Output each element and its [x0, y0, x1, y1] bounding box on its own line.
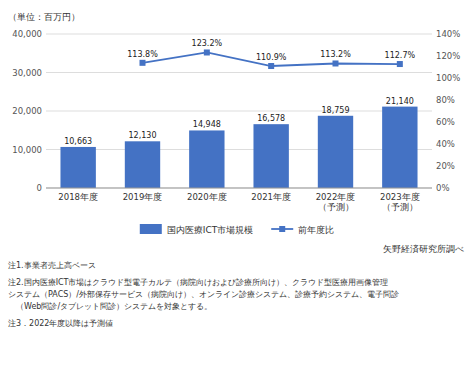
x-axis-line	[46, 188, 432, 189]
background	[0, 0, 474, 378]
bar-label: 14,948	[193, 120, 221, 129]
x-tick-label: 2022年度（予測）	[316, 192, 356, 212]
line-label: 123.2%	[192, 39, 223, 48]
y-tick-label: 30,000	[12, 68, 42, 78]
bar-label: 18,759	[322, 106, 350, 115]
legend-item: 国内医療ICT市場規模	[140, 224, 253, 235]
x-tick-label: 2019年度	[123, 192, 163, 202]
bar	[189, 130, 224, 188]
y-tick-label: 40,000	[12, 29, 42, 39]
note: 注2.国内医療ICT市場はクラウド型電子カルテ（病院向けおよび診療所向け）、クラ…	[8, 278, 399, 311]
data-labels: 10,663 12,130 14,948 16,578 18,759 21,140 113.…	[64, 39, 415, 145]
bar	[318, 116, 353, 188]
line-label: 112.7%	[385, 51, 416, 60]
legend-item: 前年度比	[271, 225, 334, 235]
x-tick-label: 2018年度	[58, 192, 98, 202]
bar-label: 12,130	[129, 131, 157, 140]
marker	[333, 60, 339, 66]
x-tick-label: 2021年度	[251, 192, 291, 202]
grid-line	[46, 34, 432, 35]
bar	[60, 147, 95, 188]
bar-label: 10,663	[64, 137, 92, 146]
bar	[253, 124, 288, 188]
y-tick-label: 0	[37, 183, 42, 193]
y2-tick-label: 120%	[436, 51, 460, 61]
legend-swatch	[140, 224, 162, 234]
grid-line	[46, 149, 432, 150]
grid-line	[46, 111, 432, 112]
y2-tick-label: 140%	[436, 29, 460, 39]
unit-label: （単位：百万円）	[8, 12, 80, 22]
plot-area	[60, 49, 417, 188]
line-label: 113.2%	[320, 50, 351, 59]
line-label: 113.8%	[127, 50, 158, 59]
grid-line	[46, 188, 432, 189]
y2-tick-label: 80%	[436, 95, 455, 105]
y2-tick-label: 0%	[436, 183, 450, 193]
note: 注3．2022年度以降は予測値	[8, 319, 113, 328]
y2-tick-label: 20%	[436, 161, 455, 171]
grid	[46, 34, 432, 188]
x-tick-label: 2023年度（予測）	[380, 192, 420, 212]
chart: （単位：百万円） 0 10,000 20,000 30,000 40,000 0% 20% 40…	[0, 0, 474, 378]
marker	[268, 63, 274, 69]
y2-tick-label: 40%	[436, 139, 455, 149]
legend-label: 国内医療ICT市場規模	[167, 225, 253, 235]
legend: 国内医療ICT市場規模 前年度比	[140, 224, 334, 235]
marker	[397, 61, 403, 67]
marker	[140, 60, 146, 66]
note: 注1.事業者売上高ベース	[8, 261, 96, 270]
legend-label: 前年度比	[298, 225, 334, 235]
line-label: 110.9%	[256, 53, 287, 62]
y-tick-label: 10,000	[12, 145, 42, 155]
x-tick-label: 2020年度	[187, 192, 227, 202]
y2-tick-label: 60%	[436, 117, 455, 127]
bar	[382, 107, 417, 188]
bar-label: 16,578	[257, 114, 285, 123]
legend-marker	[279, 226, 285, 232]
bar-label: 21,140	[386, 97, 414, 106]
y-tick-label: 20,000	[12, 106, 42, 116]
source: 矢野経済研究所調べ	[383, 244, 464, 254]
grid-line	[46, 72, 432, 73]
marker	[204, 49, 210, 55]
y2-tick-label: 100%	[436, 73, 460, 83]
bar	[125, 141, 160, 188]
